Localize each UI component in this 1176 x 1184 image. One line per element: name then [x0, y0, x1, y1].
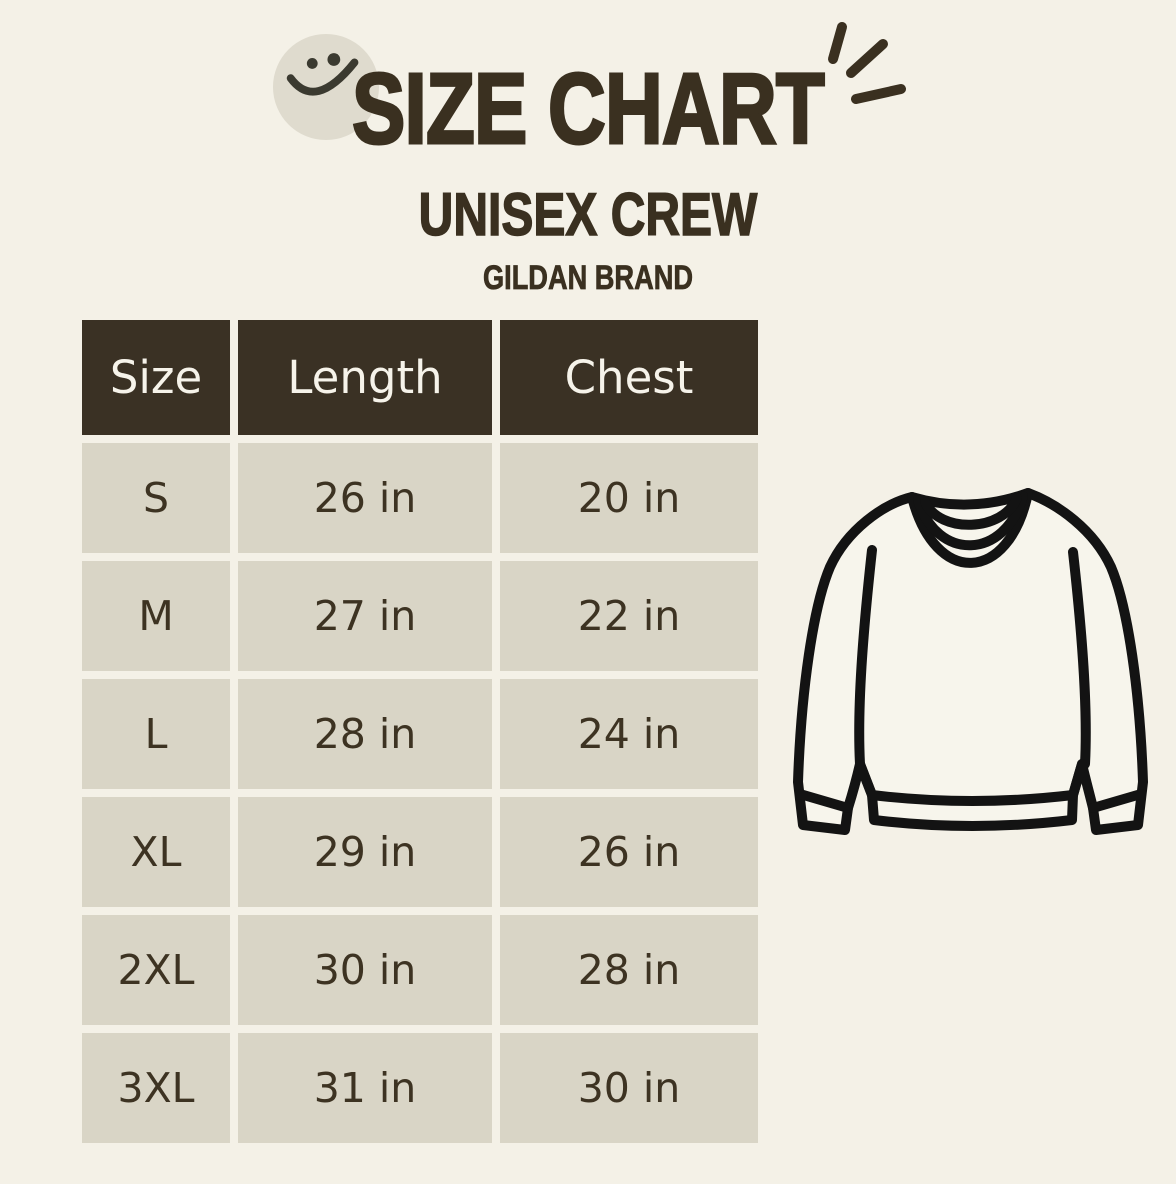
- cell-chest: 24 in: [500, 679, 758, 789]
- cell-chest: 26 in: [500, 797, 758, 907]
- cell-size: S: [82, 443, 230, 553]
- sweatshirt-illustration: [793, 488, 1148, 835]
- column-header-size: Size: [82, 320, 230, 435]
- cell-size: 3XL: [82, 1033, 230, 1143]
- smiley-face-icon: [272, 33, 380, 141]
- brand-label: GILDAN BRAND: [482, 259, 694, 298]
- column-header-chest: Chest: [500, 320, 758, 435]
- cell-length: 28 in: [238, 679, 492, 789]
- cell-chest: 20 in: [500, 443, 758, 553]
- cell-length: 27 in: [238, 561, 492, 671]
- size-table: Size Length Chest S 26 in 20 in M 27 in …: [82, 320, 758, 1143]
- cell-size: XL: [82, 797, 230, 907]
- cell-length: 29 in: [238, 797, 492, 907]
- cell-length: 30 in: [238, 915, 492, 1025]
- cell-size: 2XL: [82, 915, 230, 1025]
- cell-chest: 30 in: [500, 1033, 758, 1143]
- sparkle-icon: [828, 22, 906, 104]
- page-title: SIZE CHART: [351, 52, 826, 167]
- subtitle: UNISEX CREW: [418, 180, 758, 249]
- column-header-length: Length: [238, 320, 492, 435]
- cell-size: M: [82, 561, 230, 671]
- cell-size: L: [82, 679, 230, 789]
- cell-length: 26 in: [238, 443, 492, 553]
- cell-chest: 22 in: [500, 561, 758, 671]
- cell-chest: 28 in: [500, 915, 758, 1025]
- cell-length: 31 in: [238, 1033, 492, 1143]
